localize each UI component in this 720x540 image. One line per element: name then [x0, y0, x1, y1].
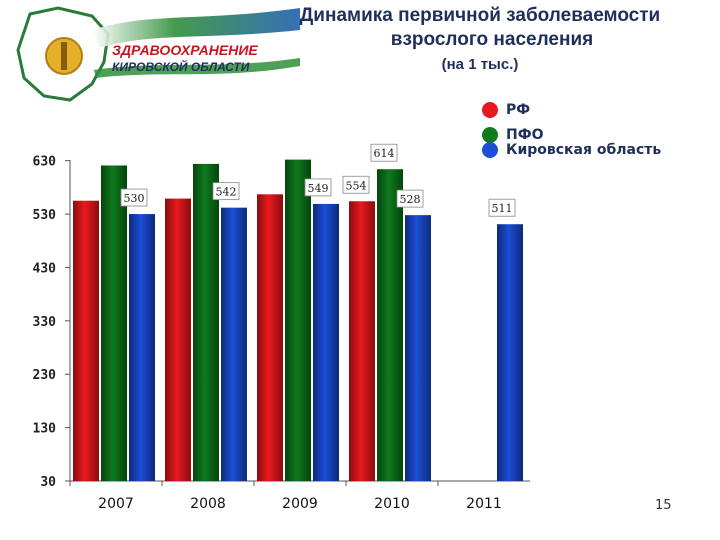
- bar-2010-series-0: [349, 201, 375, 481]
- data-label: 614: [374, 147, 395, 160]
- data-label-box: [342, 175, 370, 194]
- data-label: 542: [216, 186, 237, 199]
- legend-label-kirov: Кировская область: [506, 141, 662, 158]
- legend-item-kirov: Кировская область: [482, 137, 661, 162]
- x-tick-label: 2007: [98, 496, 134, 512]
- bar-2009-series-2: [313, 203, 339, 482]
- title-line-1: Динамика первичной заболеваемости: [299, 5, 661, 26]
- y-tick-label: 130: [33, 422, 57, 437]
- data-label: 549: [308, 182, 329, 195]
- page-number: 15: [655, 498, 672, 513]
- bar-2010-series-2: [405, 215, 431, 481]
- bar-2011-series-2: [497, 224, 523, 481]
- legend-label-pfo: ПФО: [506, 126, 544, 143]
- legend: РФ ПФО Кировская область: [482, 97, 661, 162]
- data-label-box: [370, 143, 398, 162]
- legend-item-pfo: ПФО: [482, 122, 661, 147]
- logo-text-line2: КИРОВСКОЙ ОБЛАСТИ: [112, 58, 250, 74]
- y-tick-label: 330: [33, 315, 57, 330]
- data-label-box: [212, 182, 240, 201]
- title-line-2: взрослого населения: [390, 29, 594, 50]
- bar-2009-series-1: [285, 159, 311, 481]
- bar-2009-series-0: [257, 194, 283, 482]
- data-label: 528: [400, 193, 421, 206]
- x-tick-label: 2008: [190, 496, 226, 512]
- legend-swatch-kirov: [482, 141, 498, 158]
- legend-label-rf: РФ: [506, 101, 531, 118]
- y-tick-label: 630: [33, 155, 57, 170]
- bar-2008-series-2: [221, 207, 247, 481]
- legend-item-rf: РФ: [482, 97, 661, 122]
- x-tick-label: 2011: [466, 496, 502, 512]
- bar-2007-series-1: [101, 165, 127, 482]
- chart-subtitle: (на 1 тыс.): [441, 56, 519, 73]
- data-label: 511: [492, 202, 513, 215]
- data-label-box: [304, 178, 332, 197]
- data-label-box: [488, 198, 516, 217]
- y-tick-label: 230: [33, 368, 57, 383]
- chart-title: Динамика первичной заболеваемости взросл…: [240, 4, 720, 52]
- x-tick-label: 2010: [374, 496, 410, 512]
- bar-2008-series-0: [165, 198, 191, 481]
- bar-2007-series-0: [73, 200, 99, 481]
- y-tick-label: 30: [40, 475, 56, 490]
- bar-2007-series-2: [129, 214, 155, 481]
- logo-text-line1: ЗДРАВООХРАНЕНИЕ: [112, 42, 258, 58]
- x-tick-label: 2009: [282, 496, 318, 512]
- bar-2008-series-1: [193, 163, 219, 481]
- legend-swatch-pfo: [482, 126, 498, 143]
- data-label: 530: [124, 192, 145, 205]
- y-tick-label: 430: [33, 261, 57, 276]
- ribbon-shape: [92, 8, 300, 48]
- data-label-box: [396, 189, 424, 208]
- bar-2010-series-1: [377, 169, 403, 481]
- data-label: 554: [346, 179, 367, 192]
- data-label-box: [120, 188, 148, 207]
- logo: ЗДРАВООХРАНЕНИЕ КИРОВСКОЙ ОБЛАСТИ: [16, 6, 300, 102]
- y-tick-label: 530: [33, 208, 57, 223]
- legend-swatch-rf: [482, 101, 498, 118]
